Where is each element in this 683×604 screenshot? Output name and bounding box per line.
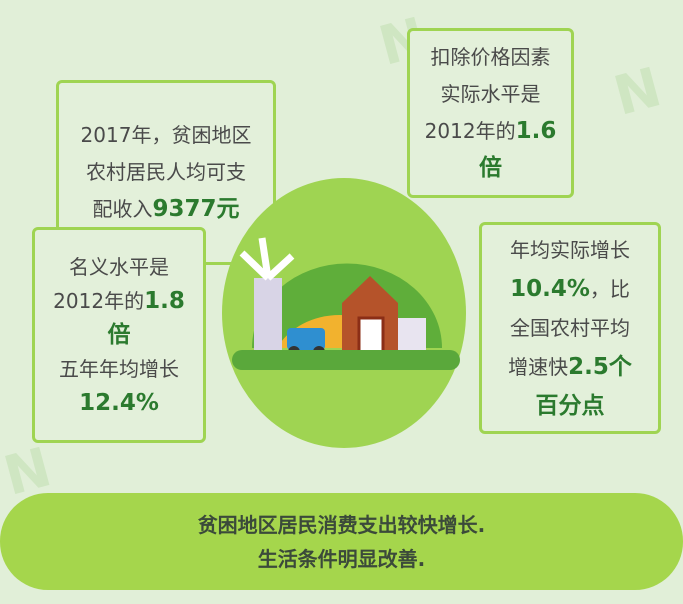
windmill-blades-icon	[239, 237, 295, 281]
growth-card: 年均实际增长 10.4%，比 全国农村平均 增速快2.5个 百分点	[479, 222, 661, 434]
highlight-value: 9377元	[152, 196, 240, 222]
text-line: 2017年，贫困地区	[80, 123, 252, 147]
highlight-value: 1.6	[515, 118, 557, 144]
highlight-value: 百分点	[535, 392, 605, 419]
windmill-icon	[254, 278, 282, 353]
text: 2012年的	[424, 119, 516, 143]
banner-line: 生活条件明显改善.	[257, 546, 426, 571]
text-line: 全国农村平均	[510, 315, 630, 340]
farm-illustration	[222, 178, 466, 448]
house-icon	[398, 318, 426, 353]
text-line: 10.4%，比	[482, 270, 658, 309]
highlight-value: 倍	[107, 322, 131, 348]
text: 配收入	[92, 197, 153, 221]
highlight-value: 2.5个	[568, 353, 632, 380]
watermark: N	[607, 55, 668, 128]
text-line: 扣除价格因素	[430, 45, 551, 69]
highlight-value: 10.4%	[510, 275, 590, 302]
text: ，比	[589, 276, 630, 301]
highlight-value: 倍	[479, 155, 502, 181]
real-level-card: 扣除价格因素 实际水平是 2012年的1.6 倍	[407, 28, 574, 198]
summary-banner: 贫困地区居民消费支出较快增长. 生活条件明显改善.	[0, 493, 683, 590]
text-line: 实际水平是	[440, 82, 541, 106]
ground-icon	[232, 350, 460, 370]
nominal-level-card: 名义水平是 2012年的1.8 倍 五年年均增长 12.4%	[32, 227, 206, 443]
highlight-value: 1.8	[144, 288, 185, 314]
text-line: 年均实际增长	[510, 237, 630, 262]
text-line: 配收入9377元	[59, 191, 273, 228]
text-line: 农村居民人均可支	[86, 160, 246, 184]
text-line: 2012年的1.6	[410, 113, 571, 150]
text: 增速快	[508, 354, 569, 379]
highlight-value: 12.4%	[79, 390, 159, 416]
text-line: 五年年均增长	[59, 357, 179, 381]
text: 2012年的	[53, 289, 145, 313]
banner-line: 贫困地区居民消费支出较快增长.	[197, 512, 486, 537]
text-line: 2012年的1.8	[35, 284, 203, 318]
tractor-icon	[287, 328, 325, 350]
text-line: 名义水平是	[69, 255, 169, 279]
text-line: 增速快2.5个	[482, 348, 658, 387]
